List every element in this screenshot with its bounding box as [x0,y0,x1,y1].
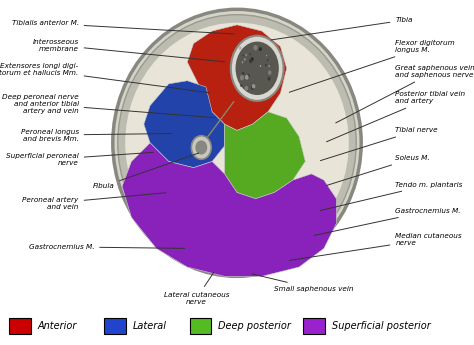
Ellipse shape [249,59,253,63]
Text: Tibia: Tibia [271,17,413,40]
Ellipse shape [239,46,242,50]
Ellipse shape [245,75,249,80]
Text: Superficial peroneal
nerve: Superficial peroneal nerve [6,152,154,166]
Text: Flexor digitorum
longus M.: Flexor digitorum longus M. [289,40,455,92]
Text: Anterior: Anterior [38,321,77,331]
Text: Tibial nerve: Tibial nerve [320,127,438,161]
Ellipse shape [267,59,269,61]
Ellipse shape [242,72,245,75]
Ellipse shape [249,53,251,55]
Text: Gastrocnemius M.: Gastrocnemius M. [28,244,184,250]
Ellipse shape [260,65,261,67]
Text: Superficial posterior: Superficial posterior [332,321,430,331]
FancyBboxPatch shape [9,318,31,334]
Text: Tibialis anterior M.: Tibialis anterior M. [11,20,234,34]
Polygon shape [144,81,225,168]
Polygon shape [122,143,337,276]
FancyBboxPatch shape [190,318,211,334]
Ellipse shape [231,36,283,101]
Ellipse shape [242,61,243,63]
Text: Gastrocnemius M.: Gastrocnemius M. [314,208,461,235]
Ellipse shape [191,136,211,159]
Ellipse shape [118,14,356,271]
Text: Soleus M.: Soleus M. [327,155,430,186]
Ellipse shape [252,84,255,89]
Ellipse shape [254,45,257,50]
Ellipse shape [268,70,272,75]
Polygon shape [225,112,305,199]
Text: Fibula: Fibula [92,153,199,189]
Polygon shape [187,25,287,130]
Text: Tendo m. plantaris: Tendo m. plantaris [320,182,463,210]
Text: Extensores longi digi-
torum et hallucis Mm.: Extensores longi digi- torum et hallucis… [0,63,210,93]
Text: Lateral cutaneous
nerve: Lateral cutaneous nerve [164,273,229,305]
Ellipse shape [259,47,262,51]
Ellipse shape [125,23,349,263]
Ellipse shape [240,75,244,80]
Text: Lateral: Lateral [133,321,167,331]
Text: Posterior tibial vein
and artery: Posterior tibial vein and artery [327,91,465,142]
Ellipse shape [113,9,361,276]
Text: Deep peroneal nerve
and anterior tibial
artery and vein: Deep peroneal nerve and anterior tibial … [2,94,216,118]
Ellipse shape [267,77,271,81]
Ellipse shape [195,140,207,155]
Ellipse shape [251,85,255,90]
Ellipse shape [247,74,250,78]
FancyBboxPatch shape [104,318,126,334]
Text: Interosseous
membrane: Interosseous membrane [32,39,225,62]
Text: Great saphenous vein
and saphenous nerve: Great saphenous vein and saphenous nerve [336,65,474,123]
Ellipse shape [244,58,246,61]
Ellipse shape [251,57,254,61]
Ellipse shape [240,84,242,87]
Text: Deep posterior: Deep posterior [218,321,291,331]
Text: Median cutaneous
nerve: Median cutaneous nerve [290,233,462,260]
Text: Peroneal artery
and vein: Peroneal artery and vein [22,193,166,210]
Text: Peroneal longus
and brevis Mm.: Peroneal longus and brevis Mm. [20,129,172,141]
Text: Small saphenous vein: Small saphenous vein [252,274,354,292]
Ellipse shape [268,65,270,67]
FancyBboxPatch shape [303,318,325,334]
Ellipse shape [245,53,247,56]
Ellipse shape [245,86,248,91]
Ellipse shape [242,55,244,56]
Ellipse shape [236,42,279,95]
Ellipse shape [266,55,267,56]
Ellipse shape [265,64,267,66]
